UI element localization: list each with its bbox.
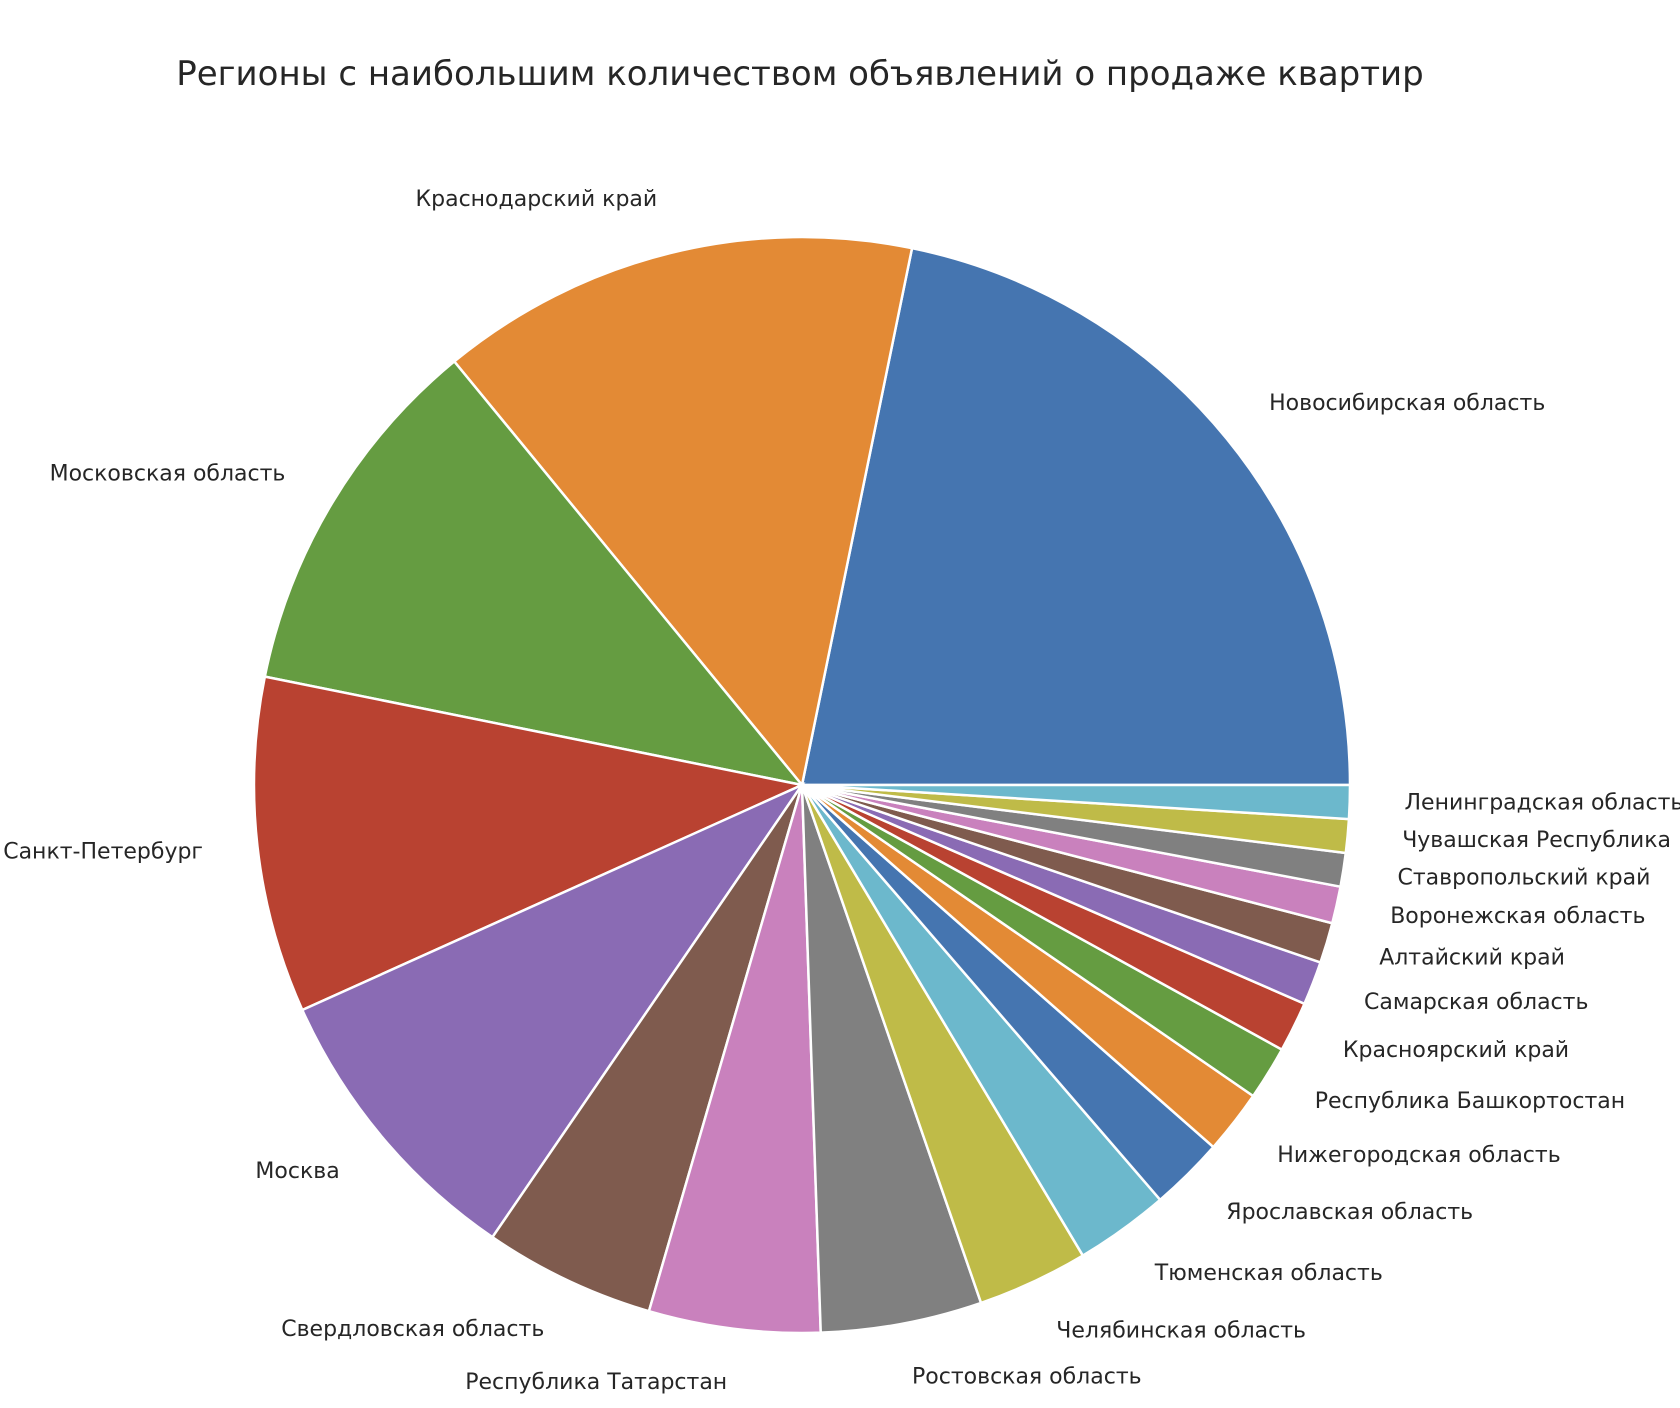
chart-title: Регионы с наибольшим количеством объявле… [176, 54, 1423, 94]
pie-slice [252, 675, 807, 1012]
pie-slice [800, 246, 1352, 787]
pie-slice-label: Краснодарский край [416, 187, 658, 212]
pie-slice [490, 784, 804, 1313]
pie-slice-label: Самарская область [1364, 990, 1588, 1015]
pie-slice-label: Санкт-Петербург [3, 839, 203, 864]
pie-slice-label: Ростовская область [912, 1365, 1142, 1390]
pie-slice-label: Чувашская Республика [1402, 828, 1671, 853]
pie-slice-label: Московская область [50, 461, 286, 486]
pie-slice [647, 784, 823, 1335]
pie-slice-label: Новосибирская область [1269, 391, 1545, 416]
pie-slice-label: Алтайский край [1379, 946, 1565, 971]
pie-slice-label: Республика Татарстан [465, 1370, 727, 1395]
pie-slice-label: Москва [255, 1159, 339, 1184]
pie-slice [452, 235, 914, 788]
pie-slice-label: Челябинская область [1056, 1319, 1306, 1344]
pie-slices [252, 235, 1352, 1335]
pie-slice-label: Тюменская область [1154, 1261, 1383, 1286]
pie-slice [300, 782, 806, 1239]
pie-slice-label: Ленинградская область [1405, 791, 1680, 816]
pie-slice [801, 783, 1352, 821]
pie-labels: Новосибирская область Краснодарский край М… [3, 187, 1680, 1395]
pie-slice-label: Нижегородская область [1277, 1143, 1560, 1168]
pie-slice [800, 784, 983, 1334]
pie-slice-label: Воронежская область [1390, 904, 1645, 929]
pie-slice-label: Республика Башкортостан [1315, 1089, 1625, 1114]
pie-slice-label: Ярославская область [1226, 1200, 1473, 1225]
pie-slice [263, 359, 806, 787]
pie-slice-label: Свердловская область [281, 1317, 544, 1342]
pie-slice-label: Красноярский край [1343, 1038, 1569, 1063]
pie-slice-label: Ставропольский край [1398, 865, 1651, 890]
